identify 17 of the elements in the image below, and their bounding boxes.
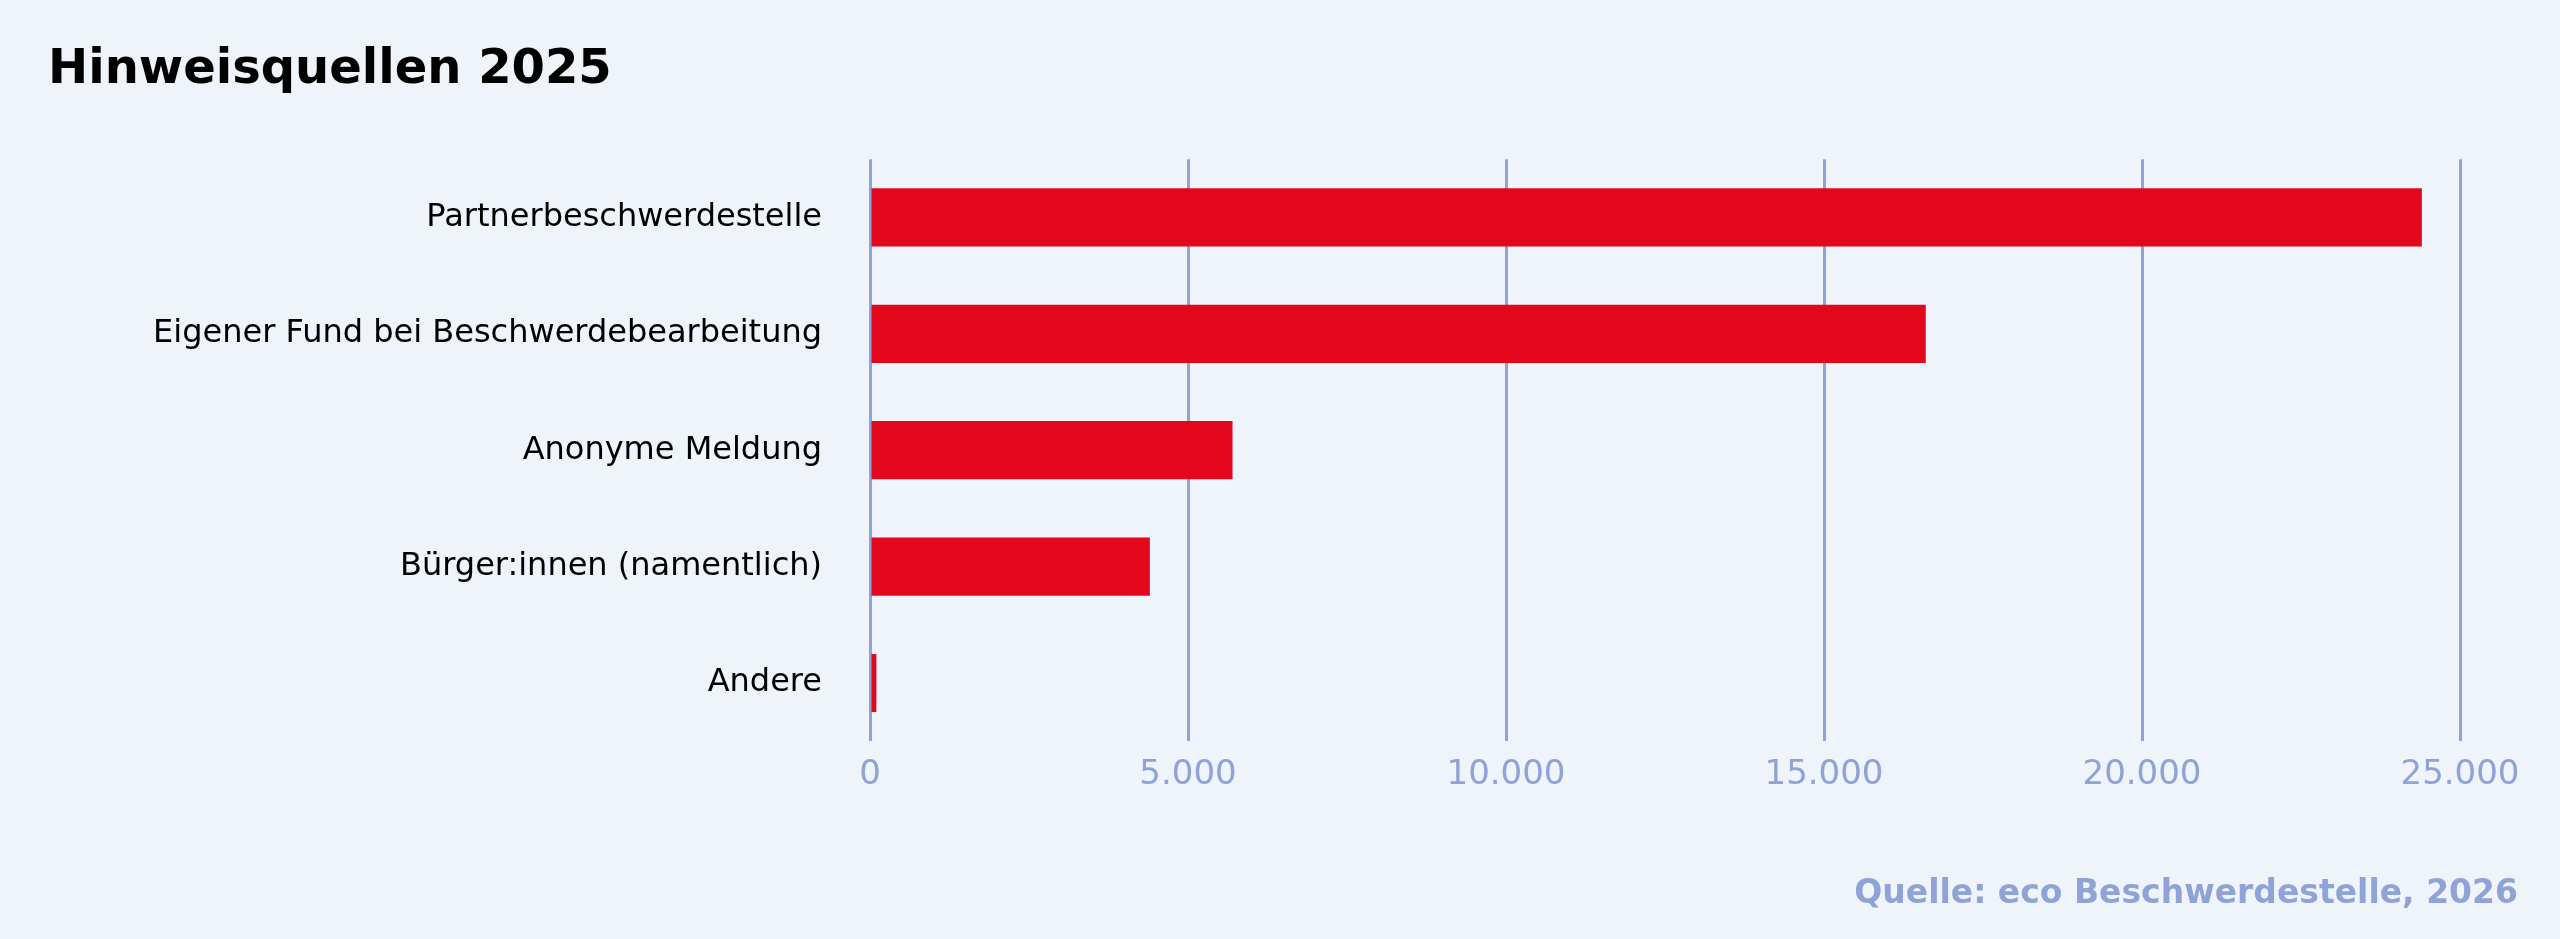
- bar: [871, 537, 1150, 596]
- y-tick-label: Anonyme Meldung: [522, 428, 822, 467]
- x-tick-label: 20.000: [2082, 752, 2202, 793]
- y-tick-label: Andere: [707, 661, 822, 700]
- x-tick-label: 10.000: [1446, 752, 1566, 793]
- y-tick-label: Partnerbeschwerdestelle: [426, 195, 822, 234]
- bar: [871, 188, 2422, 247]
- y-tick-label: Eigener Fund bei Beschwerdebearbeitung: [153, 312, 822, 351]
- x-tick-label: 0: [859, 752, 881, 793]
- bar: [871, 421, 1233, 480]
- y-tick-label: Bürger:innen (namentlich): [400, 544, 822, 583]
- x-tick-label: 15.000: [1764, 752, 1884, 793]
- bar: [871, 304, 1926, 363]
- source-note: Quelle: eco Beschwerdestelle, 2026: [1854, 872, 2518, 911]
- x-tick-label: 5.000: [1139, 752, 1237, 793]
- x-tick-label: 25.000: [2400, 752, 2520, 793]
- text: Hinweisquellen 2025: [48, 38, 612, 94]
